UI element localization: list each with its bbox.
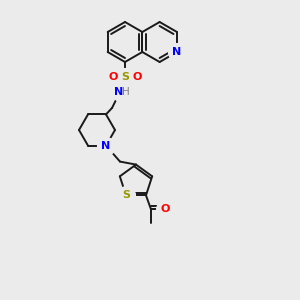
Text: S: S [121,72,129,82]
Text: N: N [172,47,182,57]
Text: N: N [101,141,111,151]
Text: O: O [108,72,118,82]
Text: H: H [122,87,130,97]
Text: N: N [114,87,124,97]
Text: O: O [132,72,142,82]
Text: O: O [160,204,170,214]
Text: S: S [122,190,130,200]
